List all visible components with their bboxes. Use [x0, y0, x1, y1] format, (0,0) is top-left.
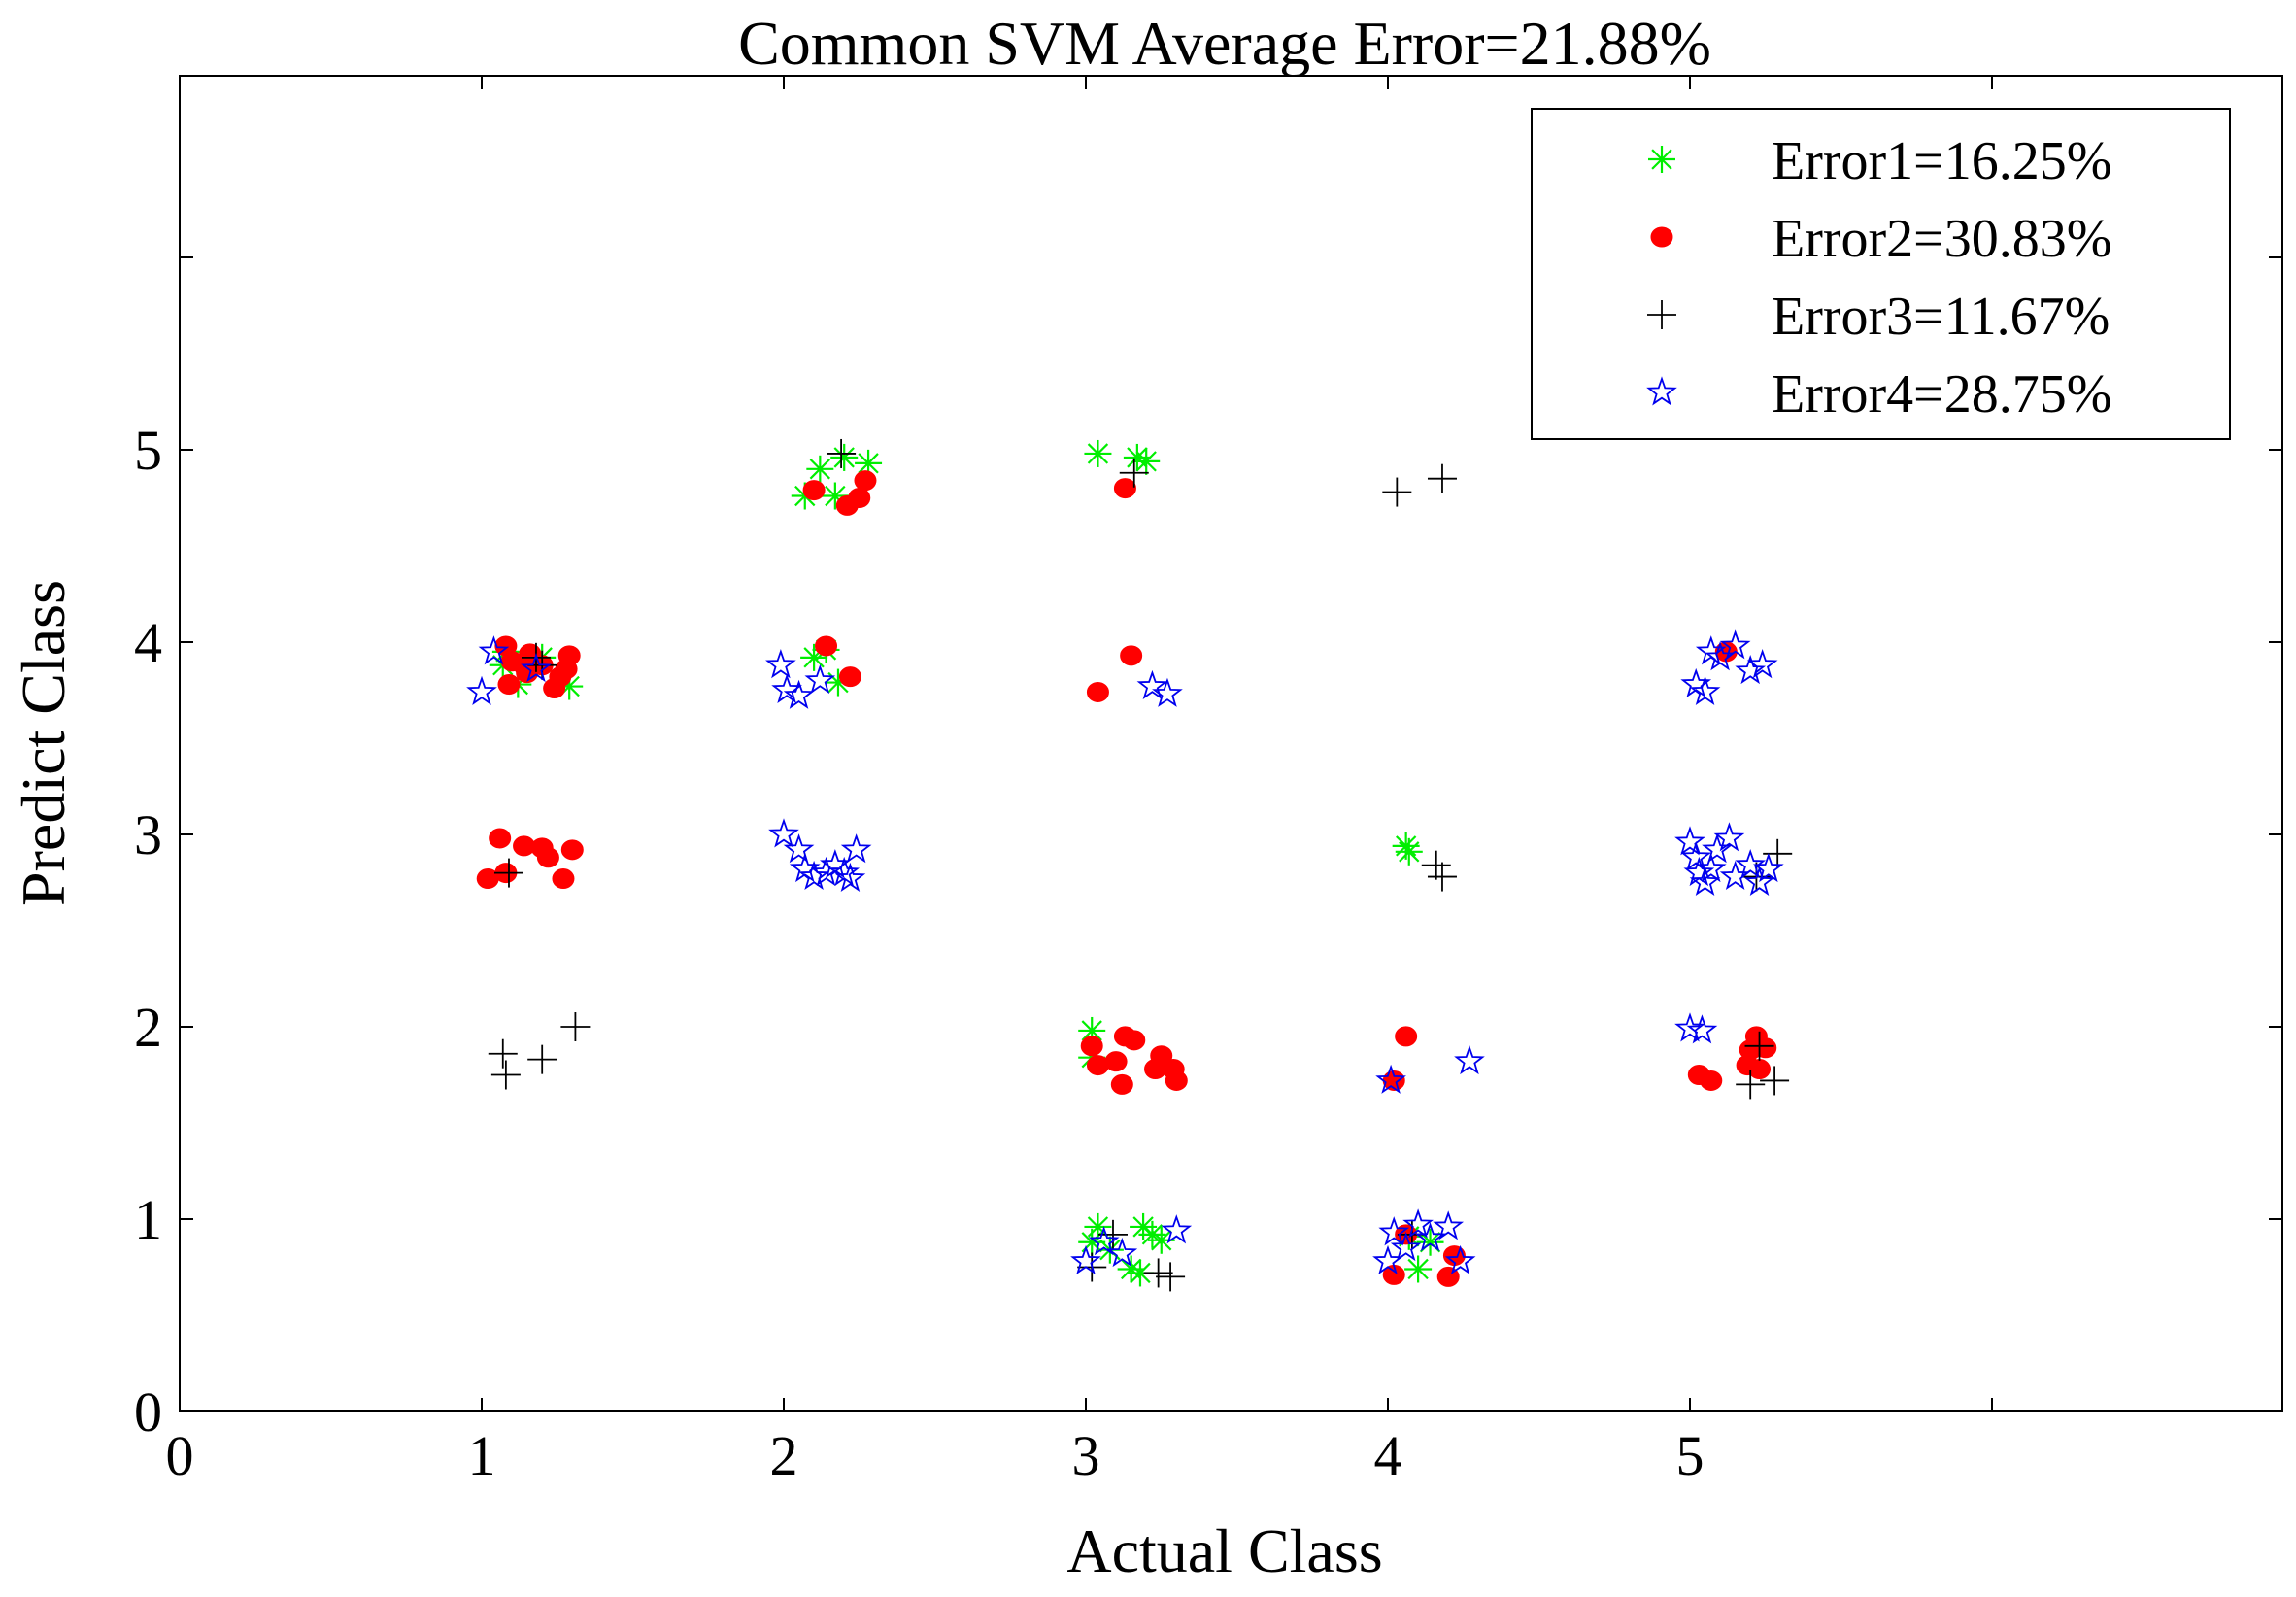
x-tick-label: 3 — [1072, 1424, 1100, 1487]
data-point — [1110, 1073, 1133, 1095]
legend-box — [1531, 108, 2231, 440]
data-point — [1086, 681, 1109, 702]
legend-marker-plus-icon — [1647, 300, 1676, 329]
legend-entry-error3: Error3=11.67% — [1647, 287, 2110, 347]
data-point — [1427, 463, 1457, 493]
legend-entry-error2: Error2=30.83% — [1650, 209, 2111, 269]
data-point — [489, 828, 512, 849]
data-point — [560, 1012, 591, 1041]
data-point — [848, 488, 871, 508]
data-point — [1084, 1212, 1112, 1240]
data-point — [527, 1044, 557, 1074]
y-tick-label: 2 — [134, 996, 162, 1059]
x-tick-label: 1 — [468, 1424, 496, 1487]
legend-marker-circle-icon — [1650, 226, 1673, 248]
data-point — [536, 847, 559, 868]
x-tick-label: 2 — [770, 1424, 798, 1487]
data-point — [1404, 1255, 1433, 1283]
x-axis-label: Actual Class — [1066, 1516, 1382, 1585]
data-point — [1097, 1219, 1128, 1249]
data-point — [1382, 477, 1412, 507]
data-point — [1165, 1070, 1188, 1091]
data-point — [1084, 439, 1112, 467]
data-point — [488, 1038, 518, 1069]
legend-label-error3: Error3=11.67% — [1772, 287, 2110, 347]
legend-label-error1: Error1=16.25% — [1772, 131, 2111, 191]
data-point — [1760, 1066, 1790, 1096]
y-tick-label: 4 — [134, 611, 162, 674]
data-point — [1427, 862, 1457, 892]
legend-marker — [1648, 146, 1675, 173]
y-tick-label: 5 — [134, 419, 162, 482]
data-point — [1744, 1031, 1774, 1061]
y-axis-label: Predict Class — [9, 580, 78, 906]
data-point — [1143, 1258, 1173, 1288]
legend-marker-asterisk-icon — [1648, 146, 1675, 173]
y-tick-label: 1 — [134, 1188, 162, 1251]
data-point — [1736, 1070, 1766, 1100]
legend-label-error4: Error4=28.75% — [1772, 364, 2111, 425]
data-point — [1748, 1059, 1772, 1080]
data-point — [802, 480, 826, 501]
data-point — [1395, 837, 1423, 866]
data-point — [1113, 478, 1136, 499]
data-point — [830, 443, 859, 471]
x-tick-label: 0 — [166, 1424, 194, 1487]
x-tick-label: 4 — [1374, 1424, 1402, 1487]
data-point — [557, 645, 581, 666]
data-points — [467, 438, 1793, 1292]
legend-marker — [1650, 226, 1673, 248]
y-tick-label: 0 — [134, 1380, 162, 1444]
chart-title: Common SVM Average Error=21.88% — [738, 9, 1711, 78]
y-tick-label: 3 — [134, 803, 162, 866]
data-point — [1080, 1036, 1103, 1057]
legend-label-error2: Error2=30.83% — [1772, 209, 2111, 269]
data-point — [1120, 645, 1143, 666]
data-point — [1754, 1037, 1777, 1059]
data-point — [1132, 447, 1161, 475]
data-point — [1395, 1026, 1418, 1047]
x-tick-label: 5 — [1676, 1424, 1705, 1487]
data-point — [497, 674, 521, 696]
axis-ticks — [180, 76, 2282, 1411]
legend-entry-error1: Error1=16.25% — [1648, 131, 2111, 191]
data-point — [1700, 1070, 1723, 1091]
data-point — [838, 666, 861, 688]
data-point — [560, 839, 584, 861]
legend-marker — [1647, 300, 1676, 329]
data-point — [1104, 1051, 1128, 1072]
data-point — [1119, 458, 1149, 488]
x-tick-labels: 0 1 2 3 4 5 — [166, 1424, 1705, 1487]
data-point — [1150, 1045, 1173, 1067]
data-point — [1421, 850, 1451, 880]
data-point — [490, 1060, 521, 1090]
data-point — [1123, 1030, 1146, 1051]
legend: Error1=16.25% Error2=30.83% Error3=11.67… — [1531, 108, 2231, 440]
legend-entry-error4: Error4=28.75% — [1647, 364, 2111, 425]
data-point — [552, 868, 575, 890]
data-point — [854, 470, 877, 492]
data-point — [1156, 1262, 1186, 1292]
data-point — [827, 438, 857, 468]
data-point — [806, 455, 834, 483]
data-point — [815, 635, 838, 657]
data-point — [1763, 838, 1793, 868]
data-point — [1126, 1259, 1154, 1287]
data-point — [493, 858, 523, 888]
y-tick-labels: 0 1 2 3 4 5 — [134, 419, 162, 1444]
